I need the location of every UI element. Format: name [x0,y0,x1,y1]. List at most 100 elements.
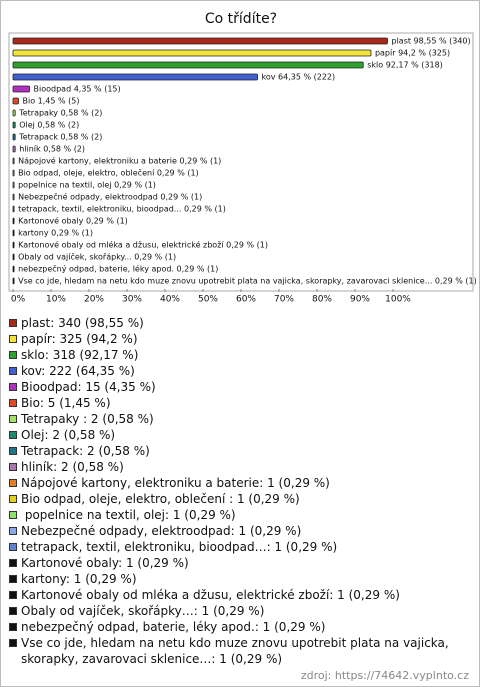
bar-label: Bio odpad, oleje, elektro, oblečení 0,29… [18,168,199,178]
legend-label: popelnice na textil, olej: 1 (0,29 %) [21,508,236,522]
legend-label: kov: 222 (64,35 %) [21,364,135,378]
legend-label: Obaly od vajíček, skořápky…: 1 (0,29 %) [21,604,265,618]
legend-label: Tetrapack: 2 (0,58 %) [21,444,150,458]
bar [12,205,15,213]
chart: Co třídíte? 0% 10% 20% 30% 40% 50% 60% 70% 80% 90… [8,11,477,305]
legend-item: Tetrapaky : 2 (0,58 %) [9,411,471,427]
bar [12,37,388,45]
bar [12,121,16,129]
source: zdroj: https://74642.vyplnto.cz [300,669,469,682]
legend-item: Nápojové kartony, elektroniku a baterie:… [9,475,471,491]
legend-item: Tetrapack: 2 (0,58 %) [9,443,471,459]
bar [12,241,15,249]
chart-title: Co třídíte? [205,11,277,27]
bar [12,217,15,225]
bar [12,229,15,237]
bar-label: sklo 92,17 % (318) [367,61,443,70]
bar-label: Nebezpečné odpady, elektroodpad 0,29 % (… [18,192,202,202]
bar-label: Bio 1,45 % (5) [23,97,80,106]
bar-label: papír 94,2 % (325) [375,49,450,58]
legend-label: hliník: 2 (0,58 %) [21,460,124,474]
x-tick-label: 40% [160,295,180,305]
x-tick-label: 90% [350,295,370,305]
bar-label: popelnice na textil, olej 0,29 % (1) [18,181,156,190]
legend-label: kartony: 1 (0,29 %) [21,572,137,586]
bar-label: Tetrapaky 0,58 % (2) [18,109,102,118]
legend-swatch [9,463,17,471]
legend-item: papír: 325 (94,2 %) [9,331,471,347]
bar [12,169,15,177]
legend-swatch [9,639,17,647]
legend-label: Kartonové obaly od mléka a džusu, elektr… [21,588,400,602]
x-tick-label: 80% [312,295,332,305]
legend-item: Bio odpad, oleje, elektro, oblečení : 1 … [9,491,471,507]
legend-item: Nebezpečné odpady, elektroodpad: 1 (0,29… [9,523,471,539]
legend-item: Kartonové obaly: 1 (0,29 %) [9,555,471,571]
legend-label: tetrapack, textil, elektroniku, bioodpad… [21,540,338,554]
legend-item: plast: 340 (98,55 %) [9,315,471,331]
legend-item: kartony: 1 (0,29 %) [9,571,471,587]
bar [12,253,15,261]
legend-swatch [9,415,17,423]
x-tick-label: 60% [236,295,256,305]
legend-label: Tetrapaky : 2 (0,58 %) [21,412,154,426]
legend-swatch [9,447,17,455]
legend-label: Nápojové kartony, elektroniku a baterie:… [21,476,330,490]
legend-label: Vse co jde, hledam na netu kdo muze znov… [21,636,453,666]
bar-label: kartony 0,29 % (1) [18,229,93,238]
legend-swatch [9,527,17,535]
bar [12,193,15,201]
legend-item: Olej: 2 (0,58 %) [9,427,471,443]
bar [12,73,258,81]
bar [12,109,16,117]
legend-swatch [9,495,17,503]
legend-item: nebezpečný odpad, baterie, léky apod.: 1… [9,619,471,635]
legend-label: Kartonové obaly: 1 (0,29 %) [21,556,189,570]
bar-label: nebezpečný odpad, baterie, léky apod. 0,… [18,264,218,274]
bar-label: Obaly od vajíček, skořápky... 0,29 % (1) [18,252,176,262]
legend-label: nebezpečný odpad, baterie, léky apod.: 1… [21,620,326,634]
legend-swatch [9,367,17,375]
legend-swatch [9,543,17,551]
bar-label: kov 64,35 % (222) [262,73,336,82]
x-tick-label: 0% [11,295,26,305]
legend-label: Olej: 2 (0,58 %) [21,428,116,442]
bar [12,157,15,165]
legend-swatch [9,431,17,439]
bar [12,145,16,153]
legend-swatch [9,383,17,391]
legend-swatch [9,511,17,519]
bar-label: Bioodpad 4,35 % (15) [34,85,121,94]
bar [12,181,15,189]
legend-item: sklo: 318 (92,17 %) [9,347,471,363]
legend-swatch [9,351,17,359]
legend-swatch [9,335,17,343]
legend-swatch [9,399,17,407]
x-tick-label: 50% [198,295,218,305]
legend-swatch [9,623,17,631]
bar-label: Kartonové obaly od mléka a džusu, elektr… [18,240,268,250]
bar [12,97,19,105]
bar-label: Olej 0,58 % (2) [19,121,79,130]
legend-label: Bio odpad, oleje, elektro, oblečení : 1 … [21,492,300,506]
bar [12,49,372,57]
bar-label: hliník 0,58 % (2) [19,145,85,154]
bar-label: Tetrapack 0,58 % (2) [18,133,102,142]
bar [12,277,15,285]
legend-label: Bio: 5 (1,45 %) [21,396,111,410]
bar [12,133,16,141]
bar [12,61,364,69]
legend-item: Obaly od vajíček, skořápky…: 1 (0,29 %) [9,603,471,619]
bar [12,85,30,93]
legend-item: Vse co jde, hledam na netu kdo muze znov… [9,635,471,667]
legend-label: Nebezpečné odpady, elektroodpad: 1 (0,29… [21,524,302,538]
legend-item: tetrapack, textil, elektroniku, bioodpad… [9,539,471,555]
bar [12,265,15,273]
bar-label: plast 98,55 % (340) [391,37,470,46]
legend: plast: 340 (98,55 %) papír: 325 (94,2 %) s… [9,315,471,667]
legend-label: papír: 325 (94,2 %) [21,332,138,346]
legend-label: plast: 340 (98,55 %) [21,316,144,330]
x-tick-label: 10% [46,295,66,305]
legend-swatch [9,559,17,567]
